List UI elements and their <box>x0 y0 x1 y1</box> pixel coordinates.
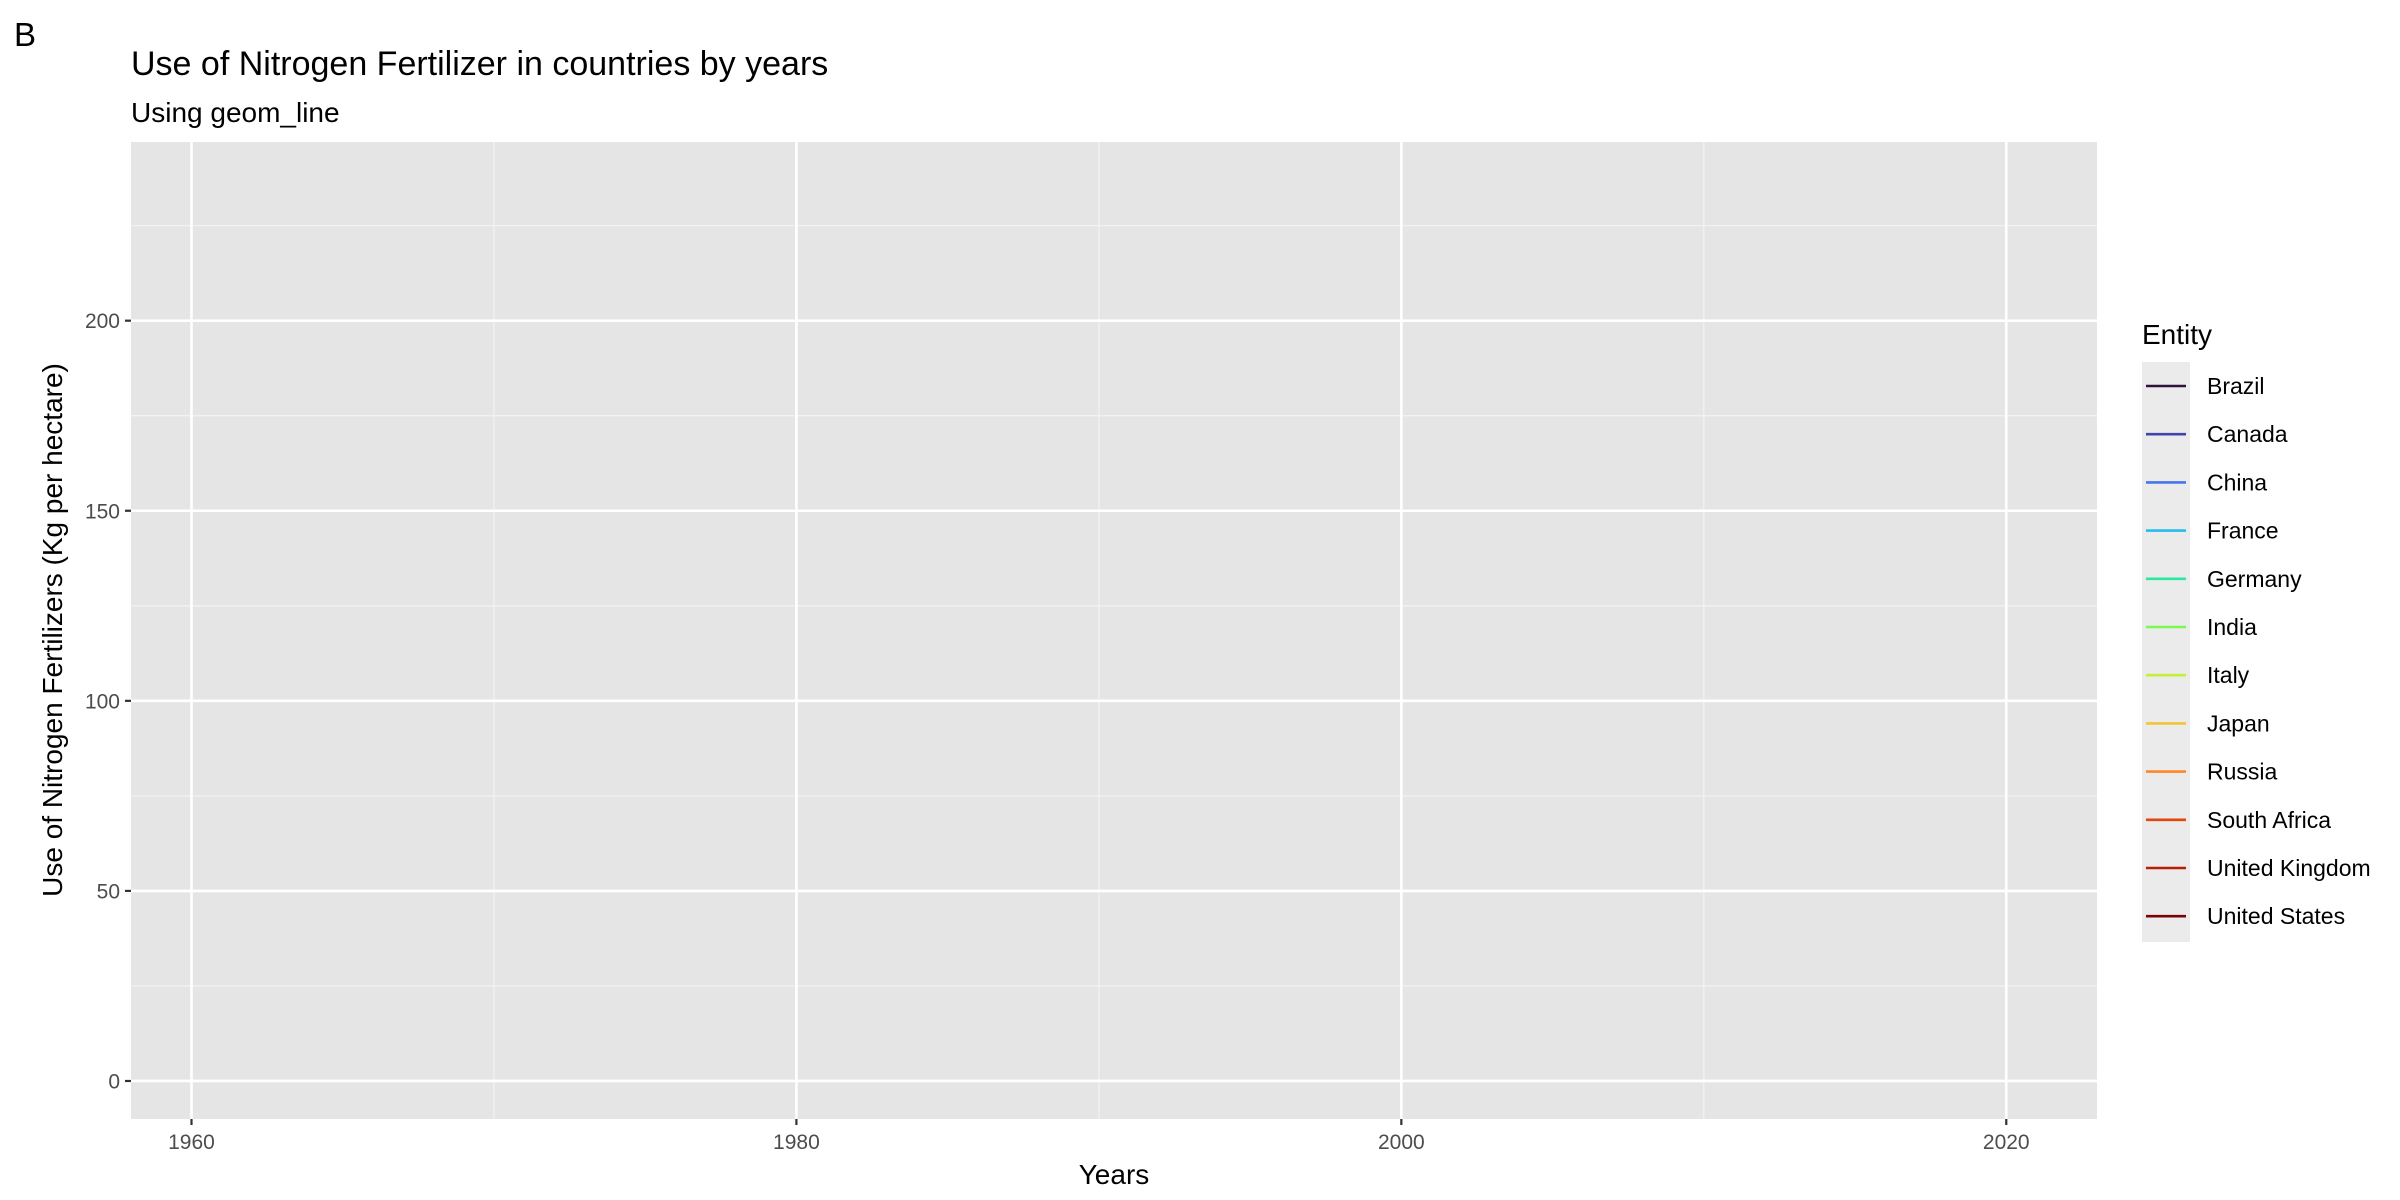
legend-label: India <box>2207 614 2257 640</box>
chart-title: Use of Nitrogen Fertilizer in countries … <box>131 45 828 83</box>
legend: Entity Brazil Canada China France Germany Ind… <box>2142 319 2371 942</box>
legend-label: Japan <box>2207 710 2270 736</box>
legend-label: South Africa <box>2207 807 2331 833</box>
y-tick-label: 50 <box>97 880 120 903</box>
legend-label: Germany <box>2207 566 2302 592</box>
x-axis: 1960 1980 2000 2020 <box>168 1119 2030 1154</box>
y-tick-label: 0 <box>108 1070 120 1093</box>
legend-label: Canada <box>2207 421 2288 447</box>
grid-major <box>131 142 2097 1119</box>
plot-panel <box>131 142 2097 1119</box>
x-tick-label: 1960 <box>168 1131 215 1154</box>
y-tick-label: 200 <box>85 310 120 333</box>
legend-label: China <box>2207 469 2267 495</box>
y-axis: 0 50 100 150 200 <box>85 310 131 1093</box>
legend-label: Russia <box>2207 759 2278 785</box>
x-tick-label: 2020 <box>1983 1131 2030 1154</box>
legend-items: Brazil Canada China France Germany India Italy… <box>2146 373 2371 929</box>
legend-label: United States <box>2207 903 2345 929</box>
y-tick-label: 150 <box>85 500 120 523</box>
legend-key-background <box>2142 362 2190 942</box>
chart-subtitle: Using geom_line <box>131 97 340 128</box>
legend-title: Entity <box>2142 319 2212 350</box>
legend-label: United Kingdom <box>2207 855 2371 881</box>
panel-label: B <box>14 16 36 53</box>
x-tick-label: 1980 <box>773 1131 820 1154</box>
legend-label: Brazil <box>2207 373 2265 399</box>
x-tick-label: 2000 <box>1378 1131 1425 1154</box>
x-axis-title: Years <box>1079 1159 1150 1190</box>
y-axis-title: Use of Nitrogen Fertilizers (Kg per hect… <box>37 363 68 897</box>
grid-minor <box>131 142 2097 1119</box>
legend-label: France <box>2207 518 2279 544</box>
legend-label: Italy <box>2207 662 2250 688</box>
y-tick-label: 100 <box>85 690 120 713</box>
